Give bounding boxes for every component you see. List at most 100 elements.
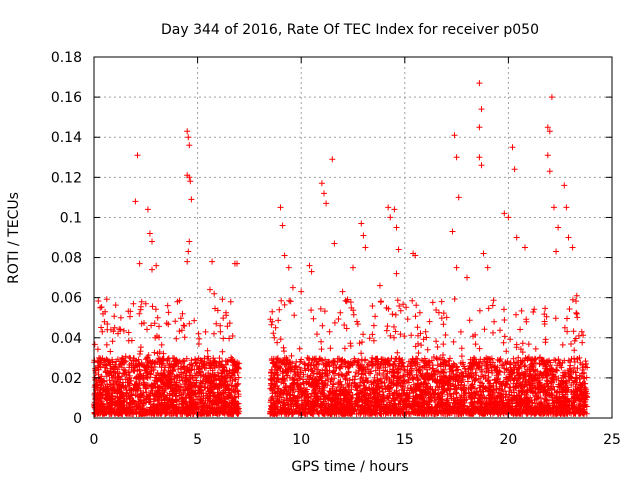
- data-point: [464, 274, 470, 281]
- data-point: [207, 286, 213, 293]
- data-point: [318, 180, 325, 187]
- data-point: [149, 238, 155, 245]
- data-point: [395, 246, 402, 253]
- data-point: [478, 106, 485, 113]
- x-tick-label: 10: [292, 432, 310, 448]
- data-point: [186, 320, 193, 327]
- y-tick-label: 0.08: [51, 251, 82, 267]
- data-point: [269, 308, 276, 315]
- data-point: [186, 142, 193, 149]
- data-point: [285, 264, 292, 271]
- data-point: [281, 252, 288, 259]
- gridlines: [94, 57, 612, 418]
- data-point: [289, 284, 296, 291]
- y-tick-label: 0.04: [51, 331, 82, 347]
- data-point: [339, 288, 346, 295]
- data-point: [184, 258, 191, 265]
- y-tick-label: 0: [73, 411, 82, 427]
- x-tick-label: 0: [90, 432, 99, 448]
- x-tick-label: 15: [396, 432, 414, 448]
- data-point: [480, 250, 487, 257]
- data-point: [186, 238, 193, 245]
- data-point: [213, 320, 220, 327]
- data-point: [511, 166, 518, 173]
- data-point: [561, 182, 568, 189]
- data-point: [323, 200, 330, 207]
- data-point: [138, 298, 145, 305]
- data-point: [97, 304, 104, 311]
- data-point: [391, 206, 398, 213]
- axis-ticks: [93, 56, 613, 419]
- data-point: [308, 268, 315, 275]
- data-point: [136, 260, 143, 267]
- data-point: [132, 198, 139, 205]
- data-point: [217, 328, 224, 335]
- y-tick-label: 0.1: [60, 210, 82, 226]
- y-axis-title: ROTI / TECUs: [6, 192, 22, 284]
- data-point: [565, 234, 572, 241]
- tick-labels: 0 5 10 15 20 25 0 0.02 0.04 0.06 0.08 0.1 0.12 0.14 0.…: [51, 50, 621, 448]
- data-point: [209, 258, 216, 265]
- x-axis-title: GPS time / hours: [291, 459, 408, 475]
- data-point: [484, 264, 491, 271]
- data-point: [548, 94, 555, 101]
- data-point: [144, 206, 151, 213]
- x-tick-label: 25: [603, 432, 621, 448]
- data-point: [546, 168, 553, 175]
- data-point: [185, 248, 192, 255]
- data-points: [91, 80, 591, 417]
- data-point: [453, 264, 460, 271]
- data-point: [184, 128, 191, 135]
- data-point: [362, 244, 369, 251]
- data-point: [555, 224, 562, 231]
- data-point: [279, 222, 286, 229]
- data-point: [476, 80, 483, 87]
- data-point: [187, 178, 194, 185]
- data-point: [188, 196, 195, 203]
- data-point: [358, 220, 365, 227]
- data-point: [227, 298, 234, 305]
- chart-title: Day 344 of 2016, Rate Of TEC Index for r…: [161, 22, 539, 38]
- data-point: [331, 240, 338, 247]
- data-point: [393, 224, 400, 231]
- y-tick-label: 0.06: [51, 291, 82, 307]
- y-tick-label: 0.16: [51, 90, 82, 106]
- data-point: [329, 156, 336, 163]
- data-point: [412, 252, 419, 259]
- data-point: [451, 132, 458, 139]
- data-point: [393, 270, 400, 277]
- data-point: [453, 154, 460, 161]
- data-point: [298, 288, 305, 295]
- data-point: [130, 300, 137, 307]
- plot-frame: [93, 56, 613, 419]
- data-point: [476, 124, 483, 131]
- data-point: [544, 124, 551, 131]
- data-point: [563, 204, 570, 211]
- data-point: [455, 194, 462, 201]
- data-point: [449, 228, 456, 235]
- data-point: [509, 144, 516, 151]
- data-point: [522, 244, 528, 251]
- data-point: [476, 154, 483, 161]
- data-point: [146, 230, 153, 237]
- data-point: [544, 152, 551, 159]
- data-point: [111, 324, 118, 331]
- data-point: [350, 264, 356, 271]
- data-point: [234, 260, 240, 267]
- data-point: [573, 292, 580, 299]
- data-point: [360, 232, 367, 239]
- data-point: [505, 214, 512, 221]
- data-point: [149, 266, 155, 273]
- data-point: [546, 128, 553, 135]
- dense-data-band: [91, 296, 591, 417]
- y-tick-label: 0.14: [51, 130, 82, 146]
- x-tick-label: 5: [193, 432, 202, 448]
- data-point: [269, 318, 276, 325]
- data-point: [99, 328, 106, 335]
- data-point: [513, 234, 520, 241]
- data-point: [569, 244, 576, 251]
- data-point: [185, 134, 192, 141]
- y-tick-label: 0.12: [51, 170, 82, 186]
- data-point: [553, 248, 560, 255]
